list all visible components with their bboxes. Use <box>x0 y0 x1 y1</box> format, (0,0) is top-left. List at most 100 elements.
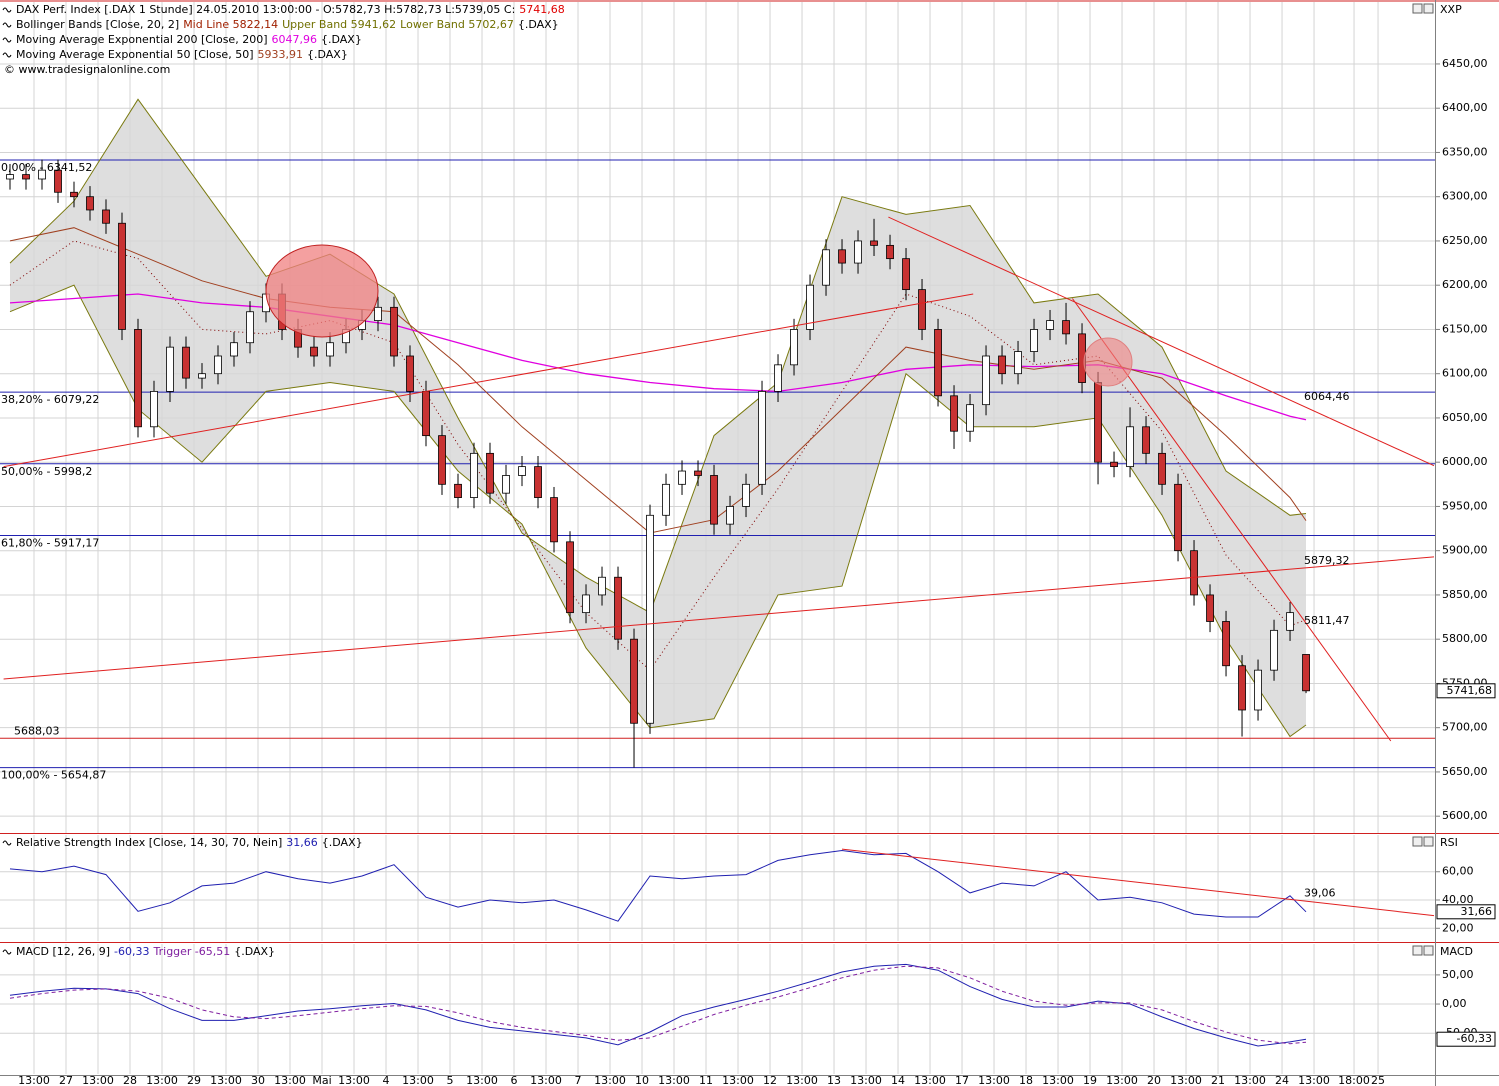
candle-body <box>1238 665 1246 711</box>
legend-text: Bollinger Bands [Close, 20, 2] <box>16 18 179 31</box>
legend-text: Moving Average Exponential 200 [Close, 2… <box>16 33 267 46</box>
candle-body <box>966 404 974 432</box>
y-tick-label: 5800,00 <box>1442 632 1488 645</box>
trend-value-label: 39,06 <box>1304 886 1336 899</box>
y-tick-label: 6300,00 <box>1442 190 1488 203</box>
last-value-label: -60,33 <box>1457 1032 1492 1045</box>
x-tick-label: 13:00 <box>146 1074 178 1086</box>
candle-body <box>582 594 590 614</box>
panel-button[interactable] <box>1423 836 1434 847</box>
x-tick-label: 13:00 <box>1042 1074 1074 1086</box>
candle-body <box>1030 329 1038 352</box>
legend-text: {.DAX} <box>518 18 559 31</box>
candle-body <box>1206 594 1214 622</box>
candle-body <box>230 342 238 357</box>
legend-icon <box>2 949 12 955</box>
y-tick-label: 6400,00 <box>1442 101 1488 114</box>
candle-body <box>1270 629 1278 671</box>
candle-body <box>1190 550 1198 596</box>
last-value-label: 31,66 <box>1461 905 1493 918</box>
candle-body <box>854 240 862 264</box>
candle-body <box>86 196 94 211</box>
level-label: 5688,03 <box>14 724 60 737</box>
candle-body <box>6 174 14 180</box>
candle-body <box>598 576 606 596</box>
legend-text: 5741,68 <box>519 3 565 16</box>
candle-body <box>614 576 622 640</box>
panel <box>0 944 1435 1074</box>
band-upper <box>9 98 1307 614</box>
x-tick-label: 14 <box>891 1074 905 1086</box>
legend-text: Moving Average Exponential 50 [Close, 50… <box>16 48 253 61</box>
candle-body <box>310 346 318 357</box>
candle-body <box>1222 621 1230 667</box>
y-tick-label: 60,00 <box>1442 865 1474 878</box>
candle-body <box>950 395 958 432</box>
x-tick-label: 24 <box>1275 1074 1289 1086</box>
x-tick-label: 7 <box>575 1074 582 1086</box>
trend-value-label: 5811,47 <box>1304 614 1350 627</box>
x-tick-label: 29 <box>187 1074 201 1086</box>
x-tick-label: 27 <box>59 1074 73 1086</box>
x-tick-label: 17 <box>955 1074 969 1086</box>
x-tick-label: Mai <box>312 1074 331 1086</box>
x-tick-label: 13:00 <box>850 1074 882 1086</box>
candle-body <box>102 209 110 224</box>
panel-button[interactable] <box>1423 3 1434 14</box>
candle-body <box>246 311 254 344</box>
candle-body <box>1014 351 1022 375</box>
last-value-label: 5741,68 <box>1447 684 1493 697</box>
annotation-shapes <box>265 244 1133 387</box>
legend-text: 5933,91 <box>257 48 303 61</box>
legend-text: {.DAX} <box>307 48 348 61</box>
axis-label: MACD <box>1440 945 1473 958</box>
candle-body <box>150 390 158 428</box>
trend-value-label: 5879,32 <box>1304 554 1350 567</box>
candle-body <box>1094 382 1102 463</box>
trend-line <box>841 848 1435 917</box>
panel-button[interactable] <box>1412 836 1423 847</box>
indicator-line <box>9 849 1307 922</box>
legend-text: MACD [12, 26, 9] <box>16 945 110 958</box>
panel <box>0 2 1435 833</box>
legend-text: 31,66 <box>286 836 318 849</box>
panel-button[interactable] <box>1412 945 1423 956</box>
candle-body <box>214 355 222 375</box>
candle-body <box>1142 426 1150 454</box>
copyright: © www.tradesignalonline.com <box>4 63 170 76</box>
x-tick-label: 19 <box>1083 1074 1097 1086</box>
y-tick-label: 6450,00 <box>1442 57 1488 70</box>
legend-icon <box>2 37 12 43</box>
panel <box>0 835 1435 941</box>
trend-value-label: 6064,46 <box>1304 390 1350 403</box>
y-tick-label: 5650,00 <box>1442 765 1488 778</box>
legend-row: Moving Average Exponential 200 [Close, 2… <box>16 33 362 46</box>
y-tick-label: 40,00 <box>1442 893 1474 906</box>
candle-body <box>22 174 30 180</box>
candle-body <box>454 483 462 498</box>
candle-body <box>438 435 446 485</box>
x-tick-label: 13:00 <box>658 1074 690 1086</box>
panel-button[interactable] <box>1423 945 1434 956</box>
legend-text: Relative Strength Index [Close, 14, 30, … <box>16 836 282 849</box>
highlight-circle <box>1083 337 1133 387</box>
candle-body <box>1046 320 1054 330</box>
candle-body <box>742 483 750 507</box>
x-tick-label: 11 <box>699 1074 713 1086</box>
x-tick-label: 18 <box>1019 1074 1033 1086</box>
legend-icon <box>2 840 12 846</box>
y-tick-label: 0,00 <box>1442 997 1467 1010</box>
x-tick-label: 13:00 <box>82 1074 114 1086</box>
panel-button[interactable] <box>1412 3 1423 14</box>
y-tick-label: 6000,00 <box>1442 455 1488 468</box>
candle-body <box>1174 483 1182 552</box>
candle-body <box>422 390 430 437</box>
candle-body <box>726 506 734 525</box>
candle-body <box>710 475 718 525</box>
legend-text: Lower Band 5702,67 <box>400 18 514 31</box>
y-tick-label: 6350,00 <box>1442 145 1488 158</box>
level-label: 50,00% - 5998,2 <box>1 465 92 478</box>
candle-body <box>806 284 814 330</box>
